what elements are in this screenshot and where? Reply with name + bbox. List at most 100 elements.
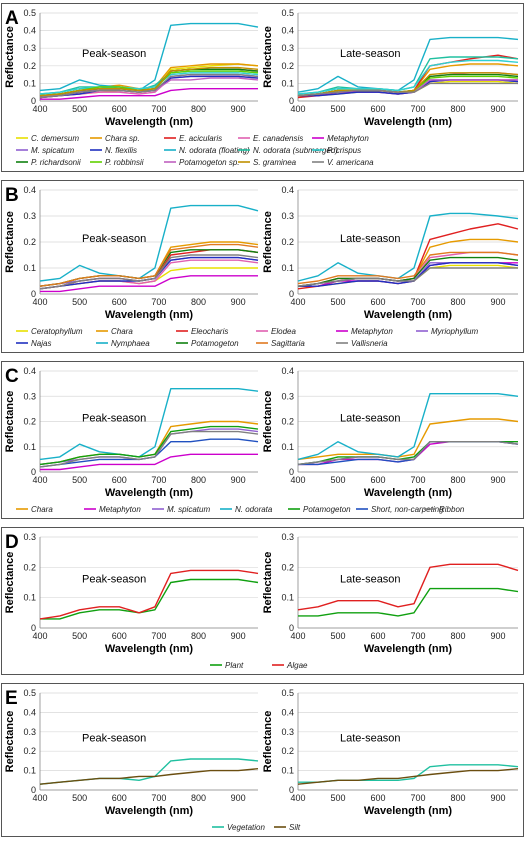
panel-C: C 0 0.1 0.2 0.3 0.4 400 500 600 700 800 900 Waveleng… [1,361,524,519]
series-line [297,59,519,95]
y-tick-label: 0.4 [281,185,294,195]
series-line [39,22,259,92]
series-line [297,251,519,285]
x-tick-label: 500 [330,631,345,641]
legend-label: Algae [286,661,308,670]
legend-label: M. spicatum [31,146,74,155]
legend-label: Short, non-carpeting [371,505,444,514]
legend-label: N. flexilis [105,146,137,155]
x-axis-label: Wavelength (nm) [364,805,453,817]
x-tick-label: 600 [112,104,127,114]
legend-label: P. crispus [327,146,361,155]
subplot-title: Peak-season [82,733,146,745]
panel-D: D 0 0.1 0.2 0.3 400 500 600 700 800 900 Wavelength … [1,527,524,675]
y-tick-label: 0.3 [281,727,294,737]
legend-label: Potamogeton [303,505,351,514]
series-line [297,563,519,611]
y-tick-label: 0.2 [23,746,36,756]
series-line [297,418,519,461]
x-tick-label: 400 [32,475,47,485]
y-tick-label: 0.1 [23,263,36,273]
x-tick-label: 700 [410,631,425,641]
x-tick-label: 900 [231,297,246,307]
y-tick-label: 0.4 [23,26,36,36]
x-tick-label: 800 [450,793,465,803]
y-tick-label: 0.3 [23,43,36,53]
x-tick-label: 400 [290,104,305,114]
legend-label: Ceratophyllum [31,327,83,336]
legend: Vegetation Silt [212,823,301,832]
subplot-title: Late-season [340,48,401,60]
legend: C. demersum Chara sp. E. acicularis E. cana… [16,134,374,167]
subplot-title: Late-season [340,413,401,425]
subplot-late: 0 0.1 0.2 0.3 0.4 400 500 600 700 800 900 Wavelengt… [262,366,519,499]
panel-border [1,180,524,353]
x-tick-label: 800 [191,297,206,307]
legend-label: Metaphyton [351,327,393,336]
y-tick-label: 0 [289,467,294,477]
y-axis-label: Reflectance [4,391,16,453]
y-tick-label: 0.2 [281,746,294,756]
x-tick-label: 600 [370,475,385,485]
y-tick-label: 0.1 [23,442,36,452]
legend-label: Vallisneria [351,339,388,348]
series-line [40,87,258,100]
x-tick-label: 700 [151,793,166,803]
series-line [298,262,519,287]
y-tick-label: 0.2 [281,417,294,427]
series-line [297,393,519,461]
subplot-peak: 0 0.1 0.2 0.3 0.4 400 500 600 700 800 900 Wavelengt… [4,185,259,321]
x-tick-label: 800 [191,475,206,485]
y-tick-label: 0.4 [23,185,36,195]
legend-label: S. graminea [253,158,297,167]
x-tick-label: 400 [32,104,47,114]
x-axis-label: Wavelength (nm) [105,487,194,499]
x-tick-label: 900 [231,104,246,114]
legend-label: Najas [31,339,51,348]
subplot-peak: 0 0.1 0.2 0.3 0.4 400 500 600 700 800 900 Wavelengt… [4,366,259,499]
subplot-title: Late-season [340,574,401,586]
panel-letter: D [5,532,19,553]
x-tick-label: 900 [490,793,505,803]
x-tick-label: 800 [191,631,206,641]
y-tick-label: 0.5 [281,8,294,18]
x-tick-label: 800 [450,297,465,307]
series-line [39,430,259,468]
x-tick-label: 400 [32,793,47,803]
y-tick-label: 0.3 [281,211,294,221]
x-axis-label: Wavelength (nm) [105,116,194,128]
legend-label: Chara [31,505,53,514]
legend-label: M. spicatum [167,505,210,514]
y-tick-label: 0 [289,289,294,299]
y-tick-label: 0.2 [23,237,36,247]
subplot-title: Peak-season [82,233,146,245]
y-tick-label: 0.3 [23,211,36,221]
subplot-late: 0 0.1 0.2 0.3 0.4 0.5 400 500 600 700 800 900 Wavele… [262,8,519,128]
legend-label: Silt [289,823,301,832]
x-tick-label: 600 [112,475,127,485]
series-line [297,256,519,287]
legend-label: Plant [225,661,244,670]
legend-label: Nymphaea [111,339,150,348]
y-tick-label: 0.3 [23,727,36,737]
subplot-peak: 0 0.1 0.2 0.3 400 500 600 700 800 900 Wavelength (… [4,532,259,655]
panel-A: A 0 0.1 0.2 0.3 0.4 0.5 400 500 600 700 800 900 Wavel… [1,3,524,172]
x-tick-label: 600 [370,631,385,641]
series-line [298,262,518,287]
series-line [297,72,519,97]
y-tick-label: 0 [31,623,36,633]
x-tick-label: 600 [112,631,127,641]
y-axis-label: Reflectance [262,26,274,88]
x-tick-label: 700 [410,793,425,803]
series-line [39,256,259,290]
subplot-late: 0 0.1 0.2 0.3 0.4 400 500 600 700 800 900 Wavelengt… [262,185,519,321]
y-axis-label: Reflectance [262,391,274,453]
x-tick-label: 600 [370,793,385,803]
series-line [39,768,259,785]
x-tick-label: 800 [450,631,465,641]
series-line [39,425,259,466]
legend-label: Elodea [271,327,296,336]
y-tick-label: 0.3 [281,43,294,53]
x-tick-label: 500 [330,104,345,114]
y-tick-label: 0 [31,289,36,299]
